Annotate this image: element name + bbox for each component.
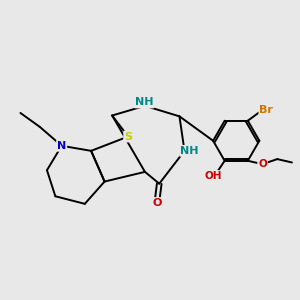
Text: O: O [152,198,162,208]
Text: O: O [258,159,267,169]
Text: N: N [57,141,66,151]
Text: OH: OH [204,171,222,181]
Text: NH: NH [180,146,199,156]
Text: NH: NH [135,98,153,107]
Text: S: S [124,131,132,142]
Text: Br: Br [260,105,273,115]
